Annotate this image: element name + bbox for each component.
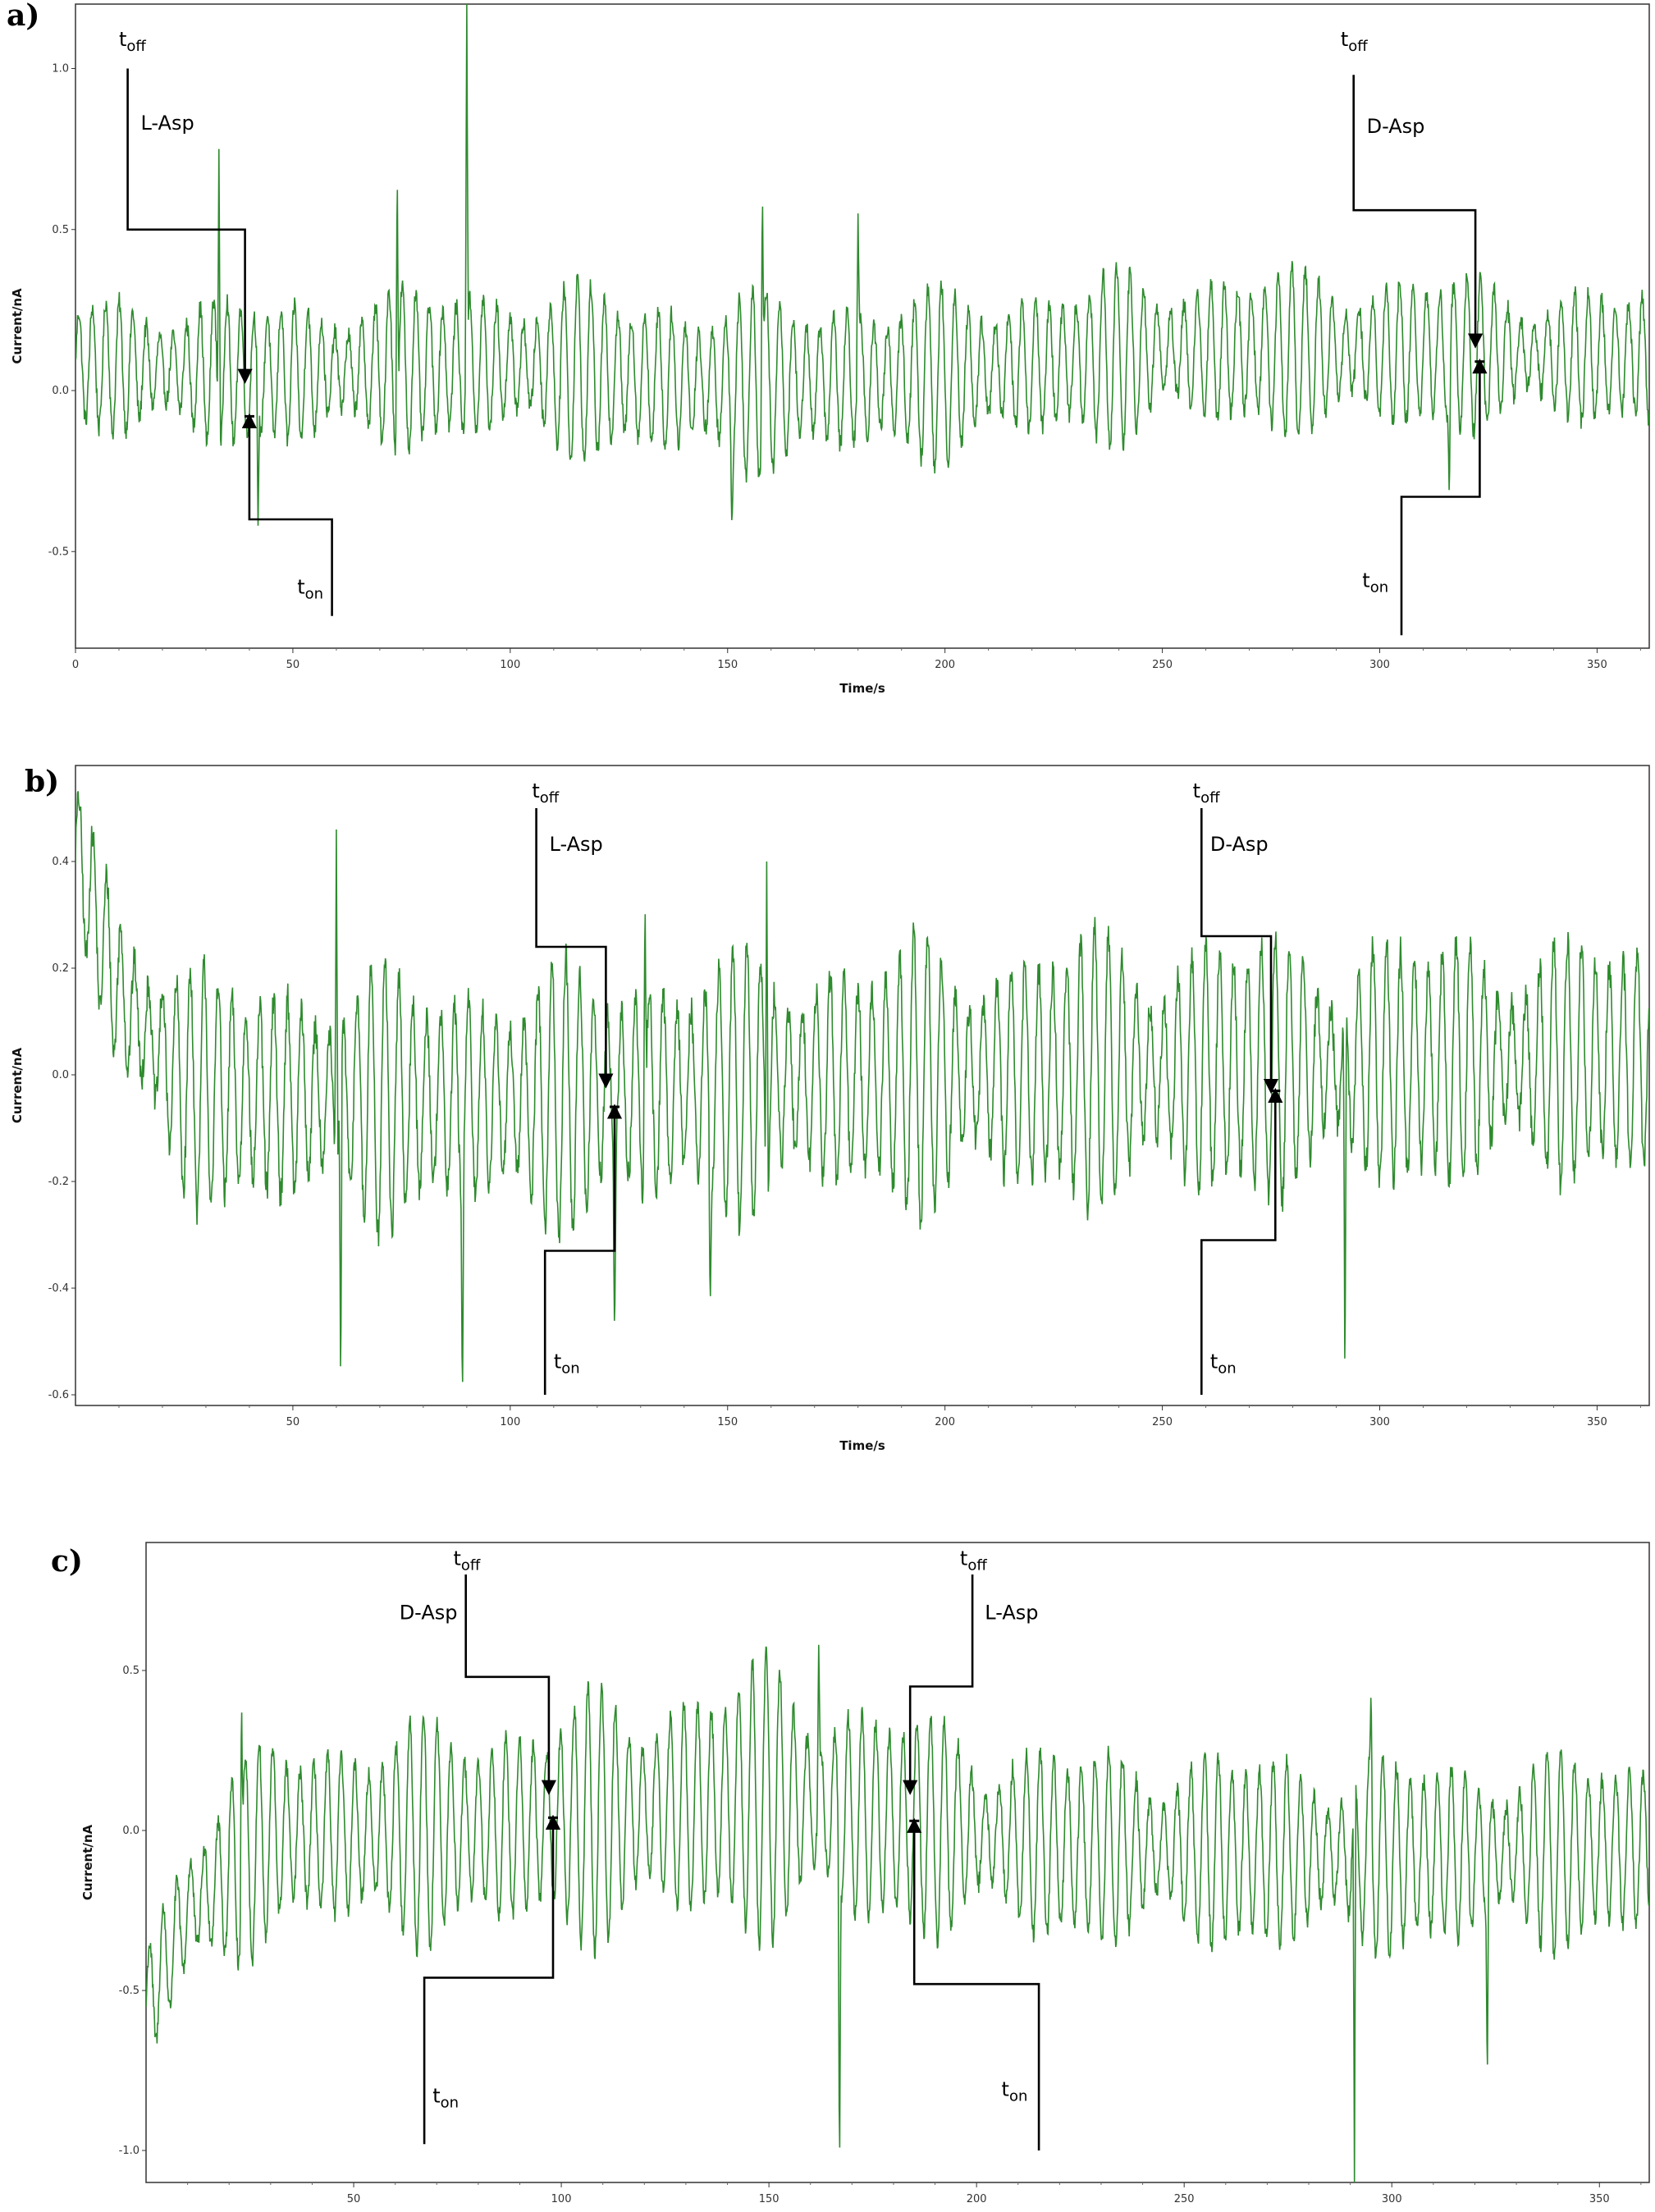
- y-tick-label-c: -1.0: [119, 2145, 139, 2157]
- y-tick-label-b: 0.0: [52, 1069, 69, 1081]
- y-tick-label-a: 1.0: [52, 63, 69, 75]
- panel-label-c: c): [51, 1544, 83, 1579]
- toff-arrow-a-l-asp: [126, 68, 253, 384]
- y-tick-label-c: 0.0: [122, 1825, 139, 1837]
- toff-label-a-d-asp: toff: [1341, 28, 1368, 55]
- x-axis-title-b: Time/s: [839, 1438, 885, 1453]
- ton-arrow-b-d-asp: [1200, 1087, 1283, 1395]
- ton-arrow-b-l-asp: [543, 1104, 623, 1395]
- toff-arrow-c-d-asp: [464, 1574, 557, 1795]
- signal-line-b: [75, 791, 1649, 1382]
- ton-label-b-d-asp: ton: [1210, 1351, 1237, 1378]
- chart-c: 0.50.0-0.5-1.050100150200250300350Time/s…: [80, 1542, 1650, 2205]
- ton-label-a-d-asp: ton: [1362, 569, 1388, 596]
- x-tick-label-a: 100: [500, 659, 520, 671]
- ton-arrow-a-l-asp: [241, 413, 333, 616]
- signal-line-a: [75, 4, 1649, 526]
- x-tick-label-b: 200: [935, 1416, 955, 1428]
- y-tick-label-a: 0.0: [52, 385, 69, 397]
- ton-label-a-l-asp: ton: [297, 575, 323, 602]
- x-tick-label-a: 50: [286, 659, 300, 671]
- chart-b: 0.4 0.2 0.0 -0.2 -0.4 -0.6 50 100 150 200 250 300 35…: [10, 765, 1650, 1453]
- enantiomer-label-b-d-asp: D-Asp: [1210, 833, 1269, 856]
- ton-label-b-l-asp: ton: [554, 1351, 580, 1378]
- x-axis-title-a: Time/s: [839, 681, 885, 696]
- toff-arrow-b-l-asp: [535, 808, 614, 1089]
- x-tick-label-a: 300: [1369, 659, 1390, 671]
- x-tick-label-b: 50: [286, 1416, 300, 1428]
- y-tick-label-b: -0.4: [48, 1282, 69, 1295]
- x-tick-label-a: 200: [935, 659, 955, 671]
- y-tick-label-c: 0.5: [122, 1665, 139, 1677]
- x-tick-label-c: 200: [967, 2193, 987, 2205]
- y-axis-title-b: Current/nA: [10, 1047, 25, 1123]
- x-tick-label-c: 50: [347, 2193, 361, 2205]
- enantiomer-label-a-d-asp: D-Asp: [1367, 115, 1425, 138]
- x-tick-label-c: 150: [759, 2193, 779, 2205]
- toff-label-b-l-asp: toff: [532, 779, 559, 807]
- ton-arrow-c-d-asp: [423, 1814, 561, 2145]
- plot-frame-a: [75, 3, 1650, 649]
- y-tick-label-c: -0.5: [119, 1985, 139, 1997]
- plot-frame-b: [75, 765, 1650, 1406]
- x-tick-label-c: 350: [1589, 2193, 1610, 2205]
- x-tick-label-b: 100: [500, 1416, 520, 1428]
- ton-arrow-a-d-asp: [1400, 359, 1488, 636]
- x-tick-label-a: 350: [1587, 659, 1607, 671]
- toff-label-b-d-asp: toff: [1193, 779, 1220, 807]
- panel-label-b: b): [25, 765, 60, 799]
- enantiomer-label-a-l-asp: L-Asp: [140, 112, 194, 135]
- x-tick-label-a: 150: [717, 659, 738, 671]
- x-tick-label-c: 300: [1382, 2193, 1402, 2205]
- enantiomer-label-c-d-asp: D-Asp: [400, 1602, 458, 1625]
- y-tick-label-b: 0.4: [52, 856, 69, 868]
- toff-label-a-l-asp: toff: [119, 28, 146, 55]
- ton-label-c-d-asp: ton: [432, 2085, 459, 2112]
- x-tick-label-a: 250: [1152, 659, 1173, 671]
- plot-frame-c: [145, 1542, 1650, 2183]
- y-tick-label-b: -0.6: [48, 1389, 69, 1401]
- y-tick-label-b: -0.2: [48, 1176, 69, 1188]
- ton-arrow-c-l-asp: [907, 1817, 1040, 2150]
- y-tick-label-a: -0.5: [48, 546, 69, 558]
- x-tick-label-c: 100: [551, 2193, 572, 2205]
- chart-a: 1.0 0.5 0.0 -0.5 0 50 100 150 200 250 300 350 Time/s…: [10, 3, 1650, 696]
- ton-label-c-l-asp: ton: [1002, 2078, 1028, 2105]
- y-axis-title-c: Current/nA: [80, 1824, 95, 1900]
- enantiomer-label-b-l-asp: L-Asp: [550, 833, 603, 856]
- x-tick-label-b: 250: [1152, 1416, 1173, 1428]
- x-tick-label-c: 250: [1174, 2193, 1195, 2205]
- toff-label-c-l-asp: toff: [960, 1547, 987, 1574]
- y-axis-title-a: Current/nA: [10, 288, 25, 364]
- enantiomer-label-c-l-asp: L-Asp: [985, 1602, 1038, 1625]
- signal-line-c: [146, 1644, 1649, 2182]
- x-tick-label-a: 0: [72, 659, 79, 671]
- toff-arrow-a-d-asp: [1352, 75, 1484, 349]
- panel-label-a: a): [7, 0, 40, 33]
- toff-label-c-d-asp: toff: [453, 1547, 480, 1574]
- toff-arrow-c-l-asp: [903, 1574, 974, 1795]
- x-tick-label-b: 150: [717, 1416, 738, 1428]
- y-tick-label-b: 0.2: [52, 962, 69, 975]
- y-tick-label-a: 0.5: [52, 224, 69, 236]
- x-tick-label-b: 350: [1587, 1416, 1607, 1428]
- toff-arrow-b-d-asp: [1200, 808, 1279, 1095]
- x-tick-label-b: 300: [1369, 1416, 1390, 1428]
